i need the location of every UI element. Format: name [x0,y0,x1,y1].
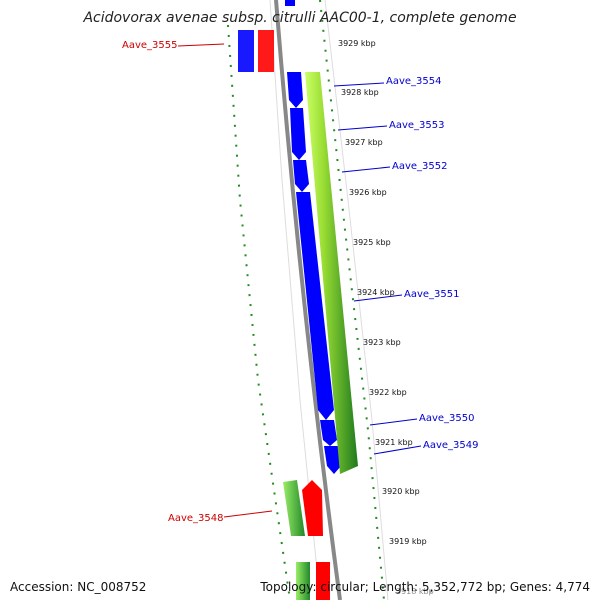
kbp-label: 3924 kbp [357,288,395,297]
gene-block-3555-blue [238,30,254,72]
gene-label-3553[interactable]: Aave_3553 [389,120,445,131]
kbp-label: 3923 kbp [363,338,401,347]
reverse-gene-labels: Aave_3555 Aave_3548 [122,40,273,524]
cds-3553 [290,108,306,160]
gene-block-bottom-green [296,562,310,600]
gene-label-3555[interactable]: Aave_3555 [122,40,178,51]
gene-block-3555-red [258,30,274,72]
cds-3550 [320,420,337,446]
forward-gene-labels: Aave_3554 Aave_3553 Aave_3552 Aave_3551 … [333,76,479,455]
gene-label-3552[interactable]: Aave_3552 [392,161,448,172]
cds-3549 [324,446,341,474]
inner-tick-track [227,24,291,600]
kbp-label: 3929 kbp [338,39,376,48]
kbp-label: 3926 kbp [349,188,387,197]
gene-block-3548-green [283,480,305,536]
gene-block-3548-red [302,480,323,536]
kbp-label: 3920 kbp [382,487,420,496]
cds-3551 [296,192,334,420]
kbp-label: 3921 kbp [375,438,413,447]
kbp-label: 3918 kbp [396,587,434,596]
topology-text: Topology: circular; Length: 5,352,772 bp… [260,580,590,594]
map-title: Acidovorax avenae subsp. citrulli AAC00-… [82,10,516,26]
gene-label-3550[interactable]: Aave_3550 [419,413,475,424]
kbp-scale: 3929 kbp 3928 kbp 3927 kbp 3926 kbp 3925… [338,39,434,596]
gene-block-bottom-red [316,562,330,600]
ring-guide-outer [324,0,389,600]
rna-band [305,72,358,474]
kbp-label: 3927 kbp [345,138,383,147]
kbp-label: 3928 kbp [341,88,379,97]
gene-label-3549[interactable]: Aave_3549 [423,440,479,451]
backbone-line [274,0,342,600]
gene-label-3554[interactable]: Aave_3554 [386,76,442,87]
kbp-label: 3922 kbp [369,388,407,397]
kbp-label: 3919 kbp [389,537,427,546]
gene-label-3551[interactable]: Aave_3551 [404,289,460,300]
gene-label-3548[interactable]: Aave_3548 [168,513,224,524]
gene-block-top [285,0,295,6]
kbp-label: 3925 kbp [353,238,391,247]
cds-3552 [293,160,309,192]
accession-text: Accession: NC_008752 [10,580,147,594]
cds-3554 [287,72,303,108]
